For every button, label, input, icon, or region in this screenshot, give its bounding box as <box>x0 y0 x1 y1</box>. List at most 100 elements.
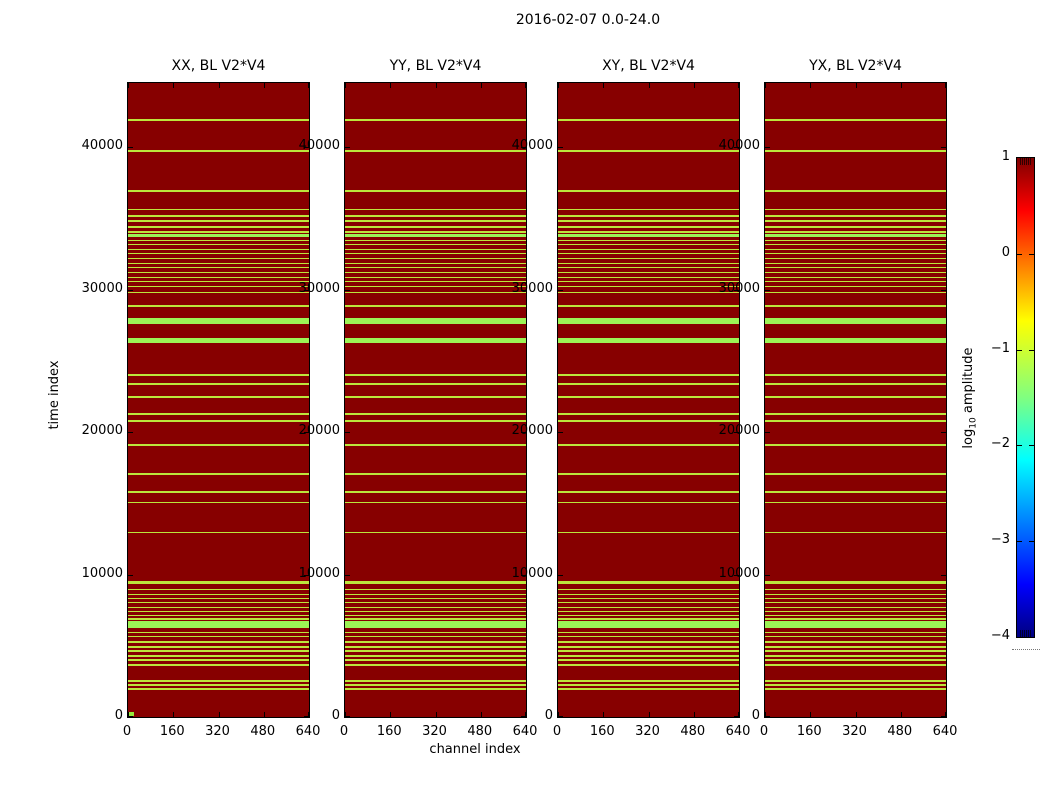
colorbar-bottom-hatch <box>1024 630 1025 637</box>
y-tick-mark <box>128 147 133 149</box>
flagged-time-row <box>345 631 526 634</box>
flagged-time-row <box>765 252 946 255</box>
flagged-time-row <box>765 266 946 269</box>
flagged-time-row <box>558 501 739 504</box>
flagged-time-row <box>345 641 526 643</box>
flagged-time-row <box>765 610 946 613</box>
flagged-time-row <box>558 257 739 260</box>
flagged-time-row <box>765 655 946 657</box>
x-tick-mark <box>480 712 482 717</box>
flagged-time-row <box>765 239 946 242</box>
x-tick-mark <box>173 83 175 88</box>
y-tick-mark <box>734 574 739 576</box>
flagged-time-row <box>345 664 526 666</box>
x-tick-mark <box>480 83 482 88</box>
y-tick-label: 0 <box>544 708 553 723</box>
flagged-time-row <box>765 641 946 643</box>
y-tick-label: 20000 <box>81 423 123 439</box>
flagged-time-row <box>345 257 526 260</box>
x-tick-mark <box>263 712 265 717</box>
flagged-time-row <box>558 374 739 377</box>
flagged-time-row <box>558 262 739 265</box>
flagged-time-row <box>128 610 309 613</box>
y-tick-label: 40000 <box>511 138 553 154</box>
y-tick-mark <box>304 716 309 717</box>
y-tick-label: 30000 <box>298 280 340 296</box>
heatmap-panel <box>557 82 740 718</box>
y-tick-label: 40000 <box>298 138 340 154</box>
flagged-time-row <box>765 688 946 690</box>
x-tick-mark <box>765 712 766 717</box>
y-tick-mark <box>345 432 350 434</box>
flagged-time-row <box>765 396 946 399</box>
flagged-time-row <box>128 280 309 283</box>
flagged-time-row <box>558 276 739 279</box>
flagged-time-row <box>765 593 946 596</box>
x-tick-mark <box>308 83 309 88</box>
x-tick-mark <box>390 712 392 717</box>
origin-marker-dot <box>129 712 134 716</box>
colorbar-top-hatch <box>1024 158 1025 165</box>
flagged-time-row <box>558 659 739 661</box>
y-tick-label: 0 <box>751 708 760 723</box>
x-tick-label: 160 <box>796 724 822 739</box>
y-tick-mark <box>128 432 133 434</box>
flagged-time-band <box>558 234 739 238</box>
x-tick-label: 320 <box>422 724 447 739</box>
colorbar-tick-label: −2 <box>990 436 1010 451</box>
flagged-time-row <box>128 684 309 686</box>
colorbar-tick-mark <box>1017 350 1022 351</box>
flagged-time-row <box>128 688 309 690</box>
y-tick-mark <box>521 432 526 434</box>
flagged-time-row <box>558 635 739 638</box>
flagged-time-row <box>345 655 526 657</box>
flagged-time-row <box>345 291 526 294</box>
y-tick-label: 20000 <box>718 423 760 439</box>
flagged-time-row <box>345 491 526 493</box>
flagged-time-row <box>558 588 739 591</box>
flagged-time-row <box>128 581 309 584</box>
flagged-time-row <box>128 252 309 255</box>
y-tick-mark <box>521 289 526 291</box>
colorbar-top-hatch <box>1022 158 1023 165</box>
flagged-time-row <box>765 597 946 600</box>
flagged-time-row <box>345 304 526 307</box>
flagged-time-row <box>128 231 309 233</box>
flagged-time-row <box>345 680 526 682</box>
flagged-time-row <box>128 641 309 643</box>
flagged-time-row <box>345 601 526 604</box>
flagged-time-band <box>765 234 946 238</box>
flagged-time-row <box>345 531 526 534</box>
colorbar-top-hatch <box>1028 158 1029 165</box>
flagged-time-row <box>558 614 739 617</box>
flagged-time-row <box>345 614 526 617</box>
flagged-time-row <box>128 631 309 634</box>
flagged-time-row <box>345 606 526 609</box>
x-tick-label: 640 <box>725 724 751 739</box>
flagged-time-row <box>765 150 946 153</box>
panel-title: YX, BL V2*V4 <box>809 58 902 74</box>
x-tick-label: 320 <box>205 724 230 739</box>
flagged-time-band <box>345 317 526 324</box>
x-tick-label: 160 <box>159 724 185 739</box>
flagged-time-band <box>128 234 309 238</box>
flagged-time-row <box>558 226 739 228</box>
flagged-time-row <box>128 531 309 534</box>
colorbar-tick-mark <box>1017 254 1022 255</box>
flagged-time-row <box>128 646 309 648</box>
y-tick-label: 20000 <box>298 423 340 439</box>
x-tick-mark <box>765 83 766 88</box>
panel-title: XX, BL V2*V4 <box>171 58 266 74</box>
flagged-time-row <box>558 413 739 415</box>
y-tick-mark <box>521 147 526 149</box>
flagged-time-row <box>128 257 309 260</box>
y-tick-mark <box>941 147 946 149</box>
flagged-time-row <box>345 650 526 652</box>
flagged-time-row <box>345 248 526 251</box>
panel-title: XY, BL V2*V4 <box>602 58 695 74</box>
flagged-time-row <box>128 243 309 246</box>
x-tick-mark <box>263 83 265 88</box>
x-tick-label: 640 <box>932 724 958 739</box>
flagged-time-row <box>765 684 946 686</box>
flagged-time-row <box>558 641 739 643</box>
